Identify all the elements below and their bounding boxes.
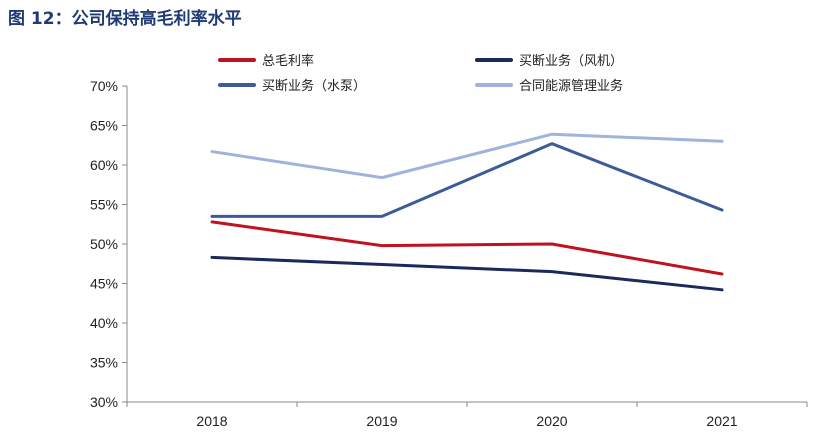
y-tick-label: 70% [90, 78, 118, 94]
y-tick-label: 65% [90, 118, 118, 134]
x-tick-label: 2021 [706, 413, 737, 429]
legend-label: 买断业务（风机） [519, 53, 623, 69]
y-tick-label: 55% [90, 197, 118, 213]
legend-label: 买断业务（水泵） [262, 78, 366, 94]
x-axis-ticks: 2018 2019 2020 2021 [126, 402, 808, 429]
x-tick-label: 2018 [196, 413, 227, 429]
legend-label: 总毛利率 [262, 53, 314, 69]
y-tick-label: 50% [90, 236, 118, 252]
legend-label: 合同能源管理业务 [519, 78, 623, 94]
series-line-3 [210, 142, 724, 218]
figure-title: 图 12：公司保持高毛利率水平 [8, 9, 242, 29]
y-tick-label: 30% [90, 394, 118, 410]
series-line-1 [210, 220, 724, 276]
series-line-2 [210, 255, 724, 292]
series-line-4 [210, 132, 724, 180]
x-tick-label: 2020 [536, 413, 567, 429]
y-tick-label: 35% [90, 355, 118, 371]
y-tick-label: 60% [90, 157, 118, 173]
y-axis-ticks: 30% 35% 40% 45% 50% 55% 60% 65% 70% [90, 78, 127, 410]
y-tick-label: 45% [90, 276, 118, 292]
series-lines [210, 132, 724, 292]
legend: 总毛利率 买断业务（风机） 买断业务（水泵） 合同能源管理业务 [218, 53, 623, 94]
y-tick-label: 40% [90, 315, 118, 331]
x-tick-label: 2019 [366, 413, 397, 429]
